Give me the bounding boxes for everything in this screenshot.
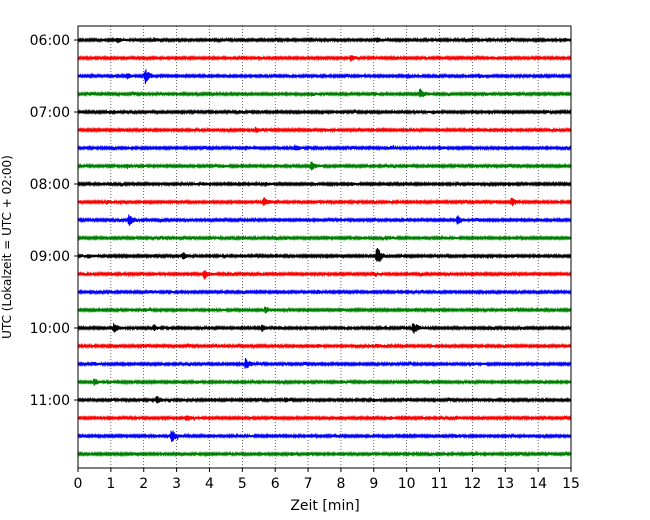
seismic-traces xyxy=(77,36,572,458)
x-tick-label: 3 xyxy=(172,476,181,492)
trace-1145 xyxy=(77,450,572,458)
x-tick-label: 14 xyxy=(529,476,547,492)
x-axis-label: Zeit [min] xyxy=(290,498,359,514)
y-tick-label: 11:00 xyxy=(30,393,70,409)
y-tick-label: 06:00 xyxy=(30,33,70,49)
trace-1030 xyxy=(77,358,572,369)
x-tick-label: 13 xyxy=(496,476,514,492)
trace-0900 xyxy=(77,247,572,262)
y-tick-label: 10:00 xyxy=(30,321,70,337)
trace-0930 xyxy=(77,288,572,296)
trace-1015 xyxy=(77,342,572,350)
trace-0630 xyxy=(77,69,572,85)
y-axis-label: UTC (Lokalzeit = UTC + 02:00) xyxy=(0,155,14,339)
trace-0645 xyxy=(77,88,572,98)
x-tick-label: 12 xyxy=(463,476,481,492)
trace-1115 xyxy=(77,414,572,422)
x-axis-ticks: 0 1 2 3 4 5 6 7 8 9 10 11 12 13 14 15 xyxy=(74,468,580,492)
y-axis-ticks: 06:00 07:00 08:00 09:00 10:00 11:00 xyxy=(30,33,78,409)
x-tick-label: 15 xyxy=(562,476,580,492)
trace-0700 xyxy=(77,108,572,116)
x-tick-label: 4 xyxy=(205,476,214,492)
trace-0730 xyxy=(77,144,572,152)
x-tick-label: 6 xyxy=(271,476,280,492)
trace-1100 xyxy=(77,395,572,404)
x-tick-label: 1 xyxy=(106,476,115,492)
y-tick-label: 08:00 xyxy=(30,177,70,193)
trace-0615 xyxy=(77,54,572,62)
x-tick-label: 0 xyxy=(74,476,83,492)
x-tick-label: 8 xyxy=(336,476,345,492)
trace-0945 xyxy=(77,306,572,314)
x-tick-label: 7 xyxy=(304,476,313,492)
trace-1130 xyxy=(77,430,572,442)
trace-0845 xyxy=(77,234,572,242)
trace-0915 xyxy=(77,270,572,280)
trace-0830 xyxy=(77,214,572,226)
x-tick-label: 11 xyxy=(431,476,449,492)
axes-frame xyxy=(77,25,572,469)
trace-0800 xyxy=(77,180,572,188)
x-tick-label: 10 xyxy=(398,476,416,492)
x-tick-label: 9 xyxy=(369,476,378,492)
x-tick-label: 2 xyxy=(139,476,148,492)
y-tick-label: 09:00 xyxy=(30,249,70,265)
x-tick-label: 5 xyxy=(238,476,247,492)
trace-0815 xyxy=(77,197,572,207)
trace-1000 xyxy=(77,323,572,334)
trace-0745 xyxy=(77,161,572,171)
trace-1045 xyxy=(77,378,572,386)
trace-0715 xyxy=(77,126,572,134)
trace-0600 xyxy=(77,36,572,44)
y-tick-label: 07:00 xyxy=(30,105,70,121)
